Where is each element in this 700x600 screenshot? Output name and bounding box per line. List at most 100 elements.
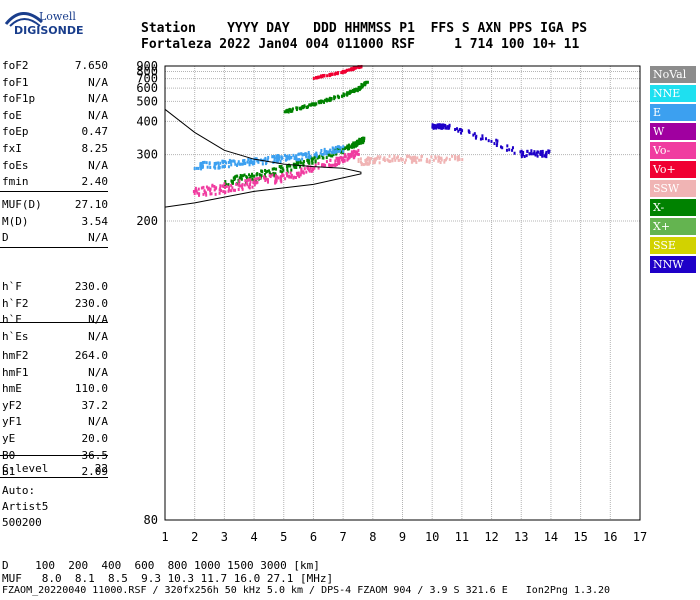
echo-point [215,161,218,165]
echo-point [298,158,301,162]
echo-point [197,166,200,170]
echo-point [257,160,260,164]
x-tick-label: 16 [603,530,617,544]
echo-point [545,150,548,154]
echo-point [241,187,244,191]
echo-point [312,157,315,161]
param-row: fxI 8.25 [2,141,108,156]
echo-point [393,156,396,160]
echo-point [496,142,499,146]
echo-point [451,154,454,158]
echo-point [299,161,302,165]
echo-point [253,162,256,166]
echo-point [238,184,241,188]
echo-point [357,159,360,163]
echo-point [339,147,342,151]
x-tick-label: 6 [310,530,317,544]
legend-item: NNE [650,85,696,102]
x-tick-label: 3 [221,530,228,544]
echo-point [264,168,267,172]
echo-point [351,89,354,93]
echo-point [213,161,216,165]
echo-point [334,145,337,149]
echo-point [224,180,227,184]
echo-point [219,184,222,188]
echo-point [332,153,335,157]
echo-point [240,184,243,188]
echo-point [286,155,289,159]
echo-point [490,139,493,143]
echo-point [281,170,284,174]
echo-point [356,89,359,93]
echo-point [356,141,359,145]
echo-point [231,186,234,190]
echo-point [544,152,547,156]
param-row: fmin 2.40 [2,174,108,189]
x-tick-label: 17 [633,530,647,544]
echo-point [200,162,203,166]
param-row: foEs N/A [2,158,108,173]
echo-point [285,109,288,113]
echo-point [314,160,317,164]
param-value: N/A [88,75,108,89]
echo-point [418,158,421,162]
legend-item: SSW [650,180,696,197]
echo-point [289,171,292,175]
param-row: C-level 22 [2,461,108,476]
echo-point [413,159,416,163]
echo-point [237,188,240,192]
echo-point [354,152,357,156]
echo-point [330,150,333,154]
param-name: h`F [2,280,22,293]
param-value: 110.0 [74,382,108,396]
echo-point [360,139,363,143]
echo-point [255,173,258,177]
echo-point [537,150,540,154]
param-value: N/A [88,365,108,379]
echo-point [337,96,340,100]
echo-point [396,155,399,159]
echo-point [473,132,476,136]
echo-point [291,109,294,113]
echo-point [505,148,508,152]
echo-point [301,105,304,109]
echo-point [342,156,345,160]
echo-point [306,158,309,162]
echo-point [206,165,209,169]
echo-point [264,179,267,183]
echo-point [232,176,235,180]
echo-point [359,141,362,145]
echo-point [355,66,358,70]
param-row: B1 2.09 [2,464,108,479]
echo-point [337,160,340,164]
echo-point [337,71,340,75]
echo-point [315,76,318,80]
echo-point [534,153,537,157]
param-row: yE 20.0 [2,431,108,446]
echo-point [456,155,459,159]
echo-point [439,124,442,128]
echo-point [415,160,418,164]
echo-point [412,155,415,159]
echo-point [364,162,367,166]
echo-point [339,149,342,153]
echo-point [528,152,531,156]
echo-point [253,178,256,182]
echo-point [192,190,195,194]
echo-point [410,160,413,164]
echo-point [237,160,240,164]
echo-point [460,131,463,135]
echo-point [443,159,446,163]
echo-point [468,130,471,134]
param-name: M(D) [2,214,29,228]
echo-point [459,127,462,131]
echo-point [389,159,392,163]
param-row: hmE 110.0 [2,381,108,396]
echo-point [251,162,254,166]
echo-point [209,187,212,191]
echo-point [268,174,271,178]
auto-label: Auto: [2,484,36,497]
echo-point [383,159,386,163]
echo-point [348,153,351,157]
echo-point [292,164,295,168]
